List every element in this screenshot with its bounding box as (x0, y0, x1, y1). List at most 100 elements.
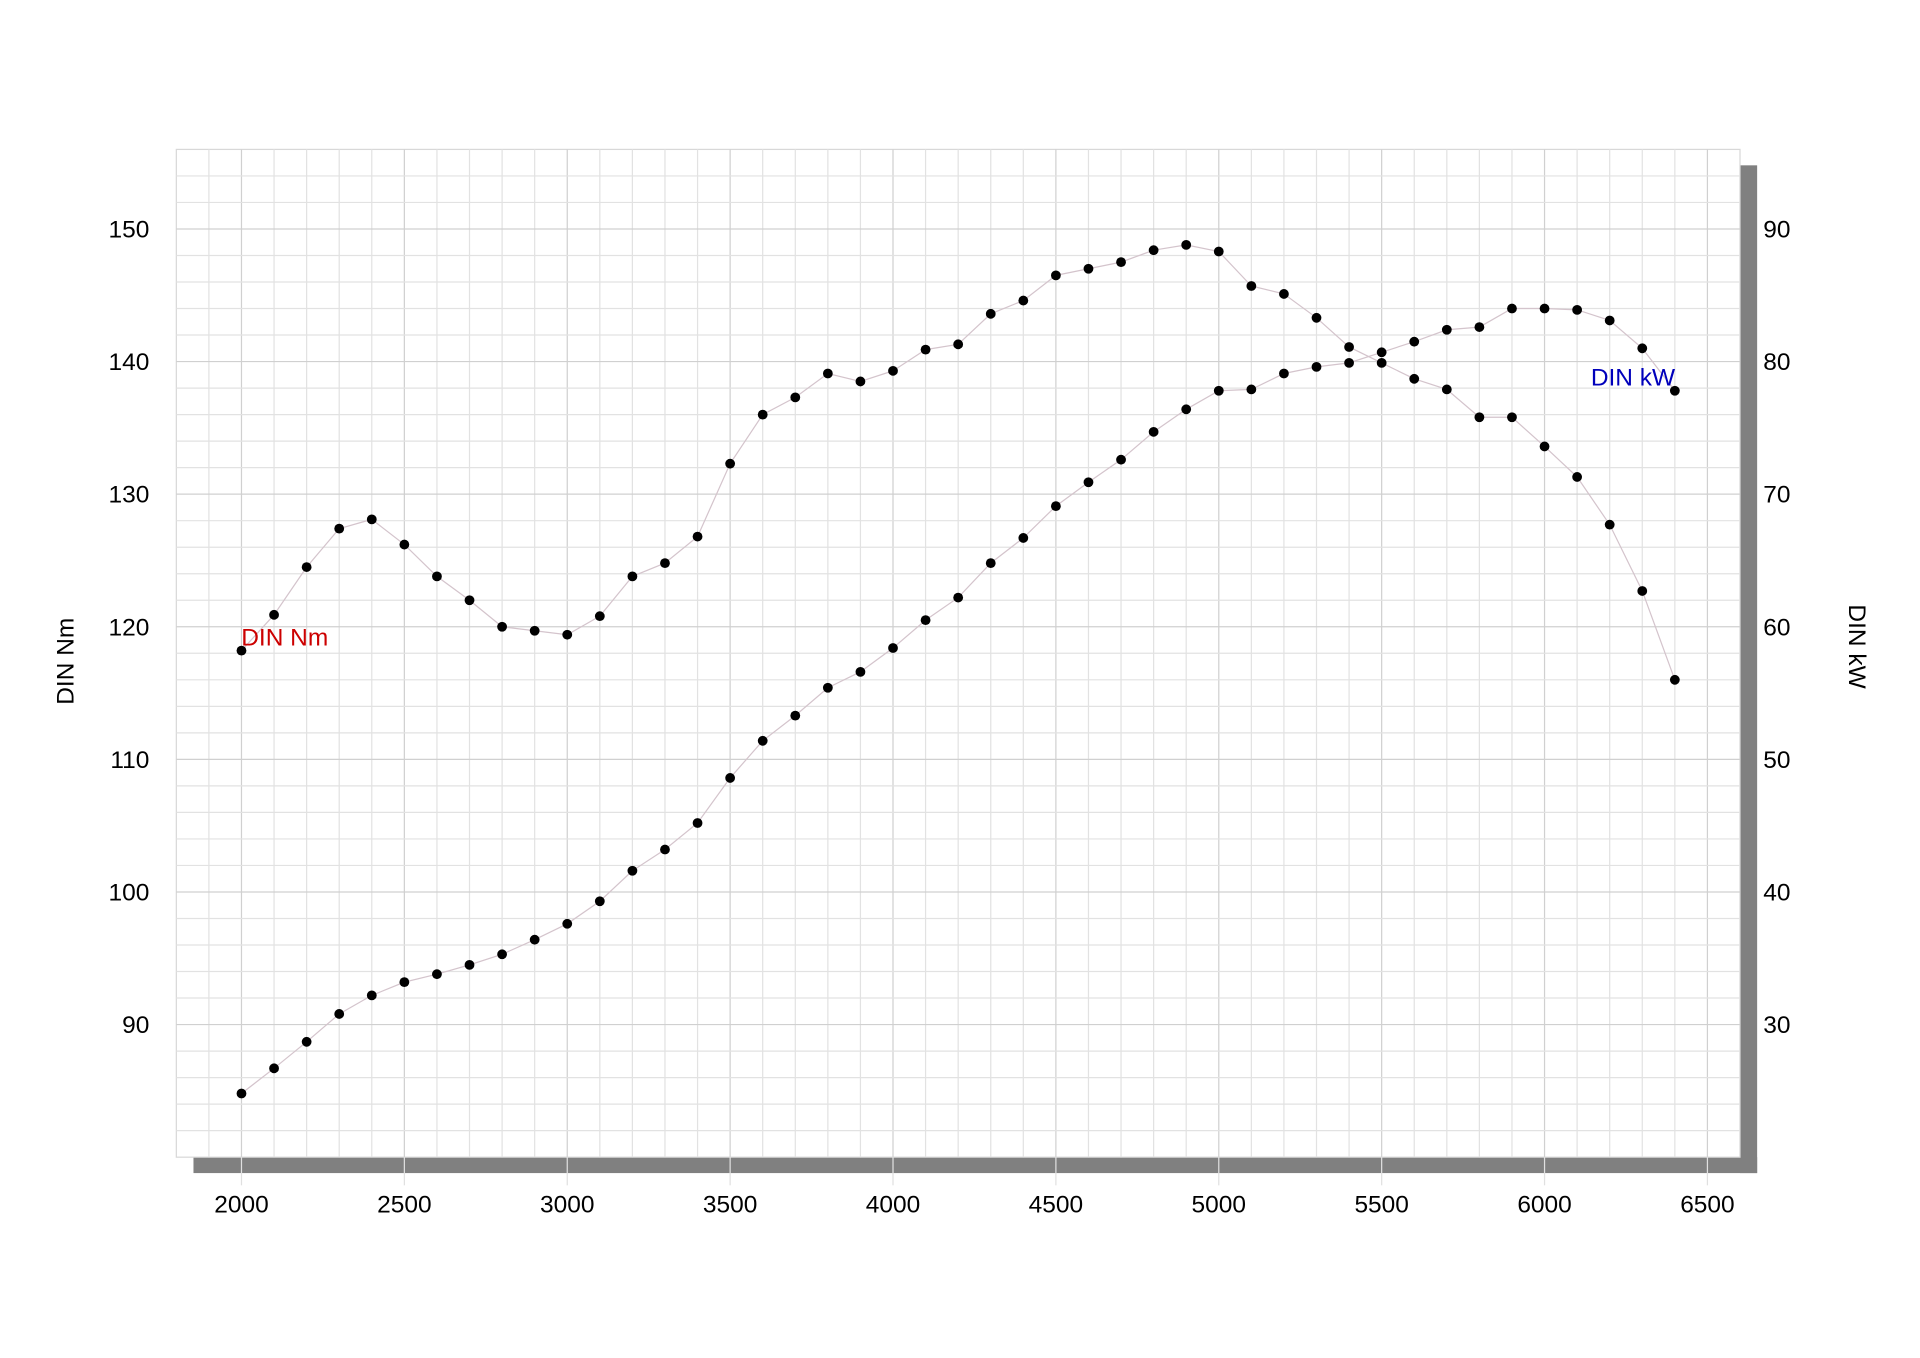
y-left-tick-label: 90 (122, 1012, 149, 1039)
data-point-nm (464, 595, 475, 606)
x-tick-label: 5500 (1354, 1191, 1408, 1218)
series-layer (236, 239, 1680, 1099)
data-point-kw (725, 773, 736, 783)
data-point-kw (1279, 368, 1289, 379)
data-point-nm (1116, 257, 1126, 268)
data-point-nm (1311, 312, 1322, 323)
data-point-kw (1018, 533, 1029, 543)
y-right-tick-label: 40 (1763, 880, 1790, 907)
data-point-nm (1083, 263, 1094, 274)
data-point-kw (660, 844, 670, 855)
data-point-nm (1441, 384, 1452, 395)
data-point-kw (888, 643, 898, 653)
data-point-kw (1148, 426, 1159, 437)
data-point-kw (953, 592, 964, 603)
data-point-nm (888, 365, 898, 376)
data-point-kw (790, 710, 801, 721)
data-point-kw (236, 1088, 247, 1099)
data-point-nm (627, 571, 638, 582)
data-point-kw (1539, 303, 1550, 314)
data-point-kw (1050, 501, 1061, 511)
data-point-nm (1637, 586, 1648, 596)
data-point-nm (366, 514, 377, 525)
data-point-nm (822, 368, 833, 379)
data-point-nm (1018, 295, 1029, 306)
data-point-nm (1474, 412, 1485, 423)
data-point-nm (1669, 674, 1680, 685)
data-point-nm (269, 609, 279, 620)
data-point-kw (1604, 315, 1615, 326)
data-point-kw (920, 615, 931, 626)
series-label-kw: DIN kW (1591, 365, 1676, 392)
data-point-nm (1181, 239, 1192, 250)
data-point-kw (855, 666, 866, 677)
x-tick-label: 4000 (866, 1191, 920, 1218)
y-right-tick-label: 30 (1763, 1012, 1790, 1039)
data-point-nm (1246, 281, 1257, 291)
y-axis-right: 30 40 50 60 70 80 90 (1763, 217, 1790, 1040)
data-point-kw (757, 735, 768, 746)
x-tick-label: 2500 (377, 1191, 431, 1218)
data-point-kw (594, 896, 605, 907)
data-point-kw (1344, 357, 1354, 368)
y-left-tick-label: 140 (109, 349, 150, 376)
data-point-kw (1507, 303, 1517, 314)
data-point-kw (1572, 304, 1583, 315)
plot-shadow-right (1740, 165, 1758, 1174)
data-point-nm (725, 458, 736, 469)
data-point-nm (790, 392, 801, 403)
data-point-nm (953, 339, 964, 350)
data-point-nm (660, 558, 670, 569)
y-right-tick-label: 60 (1763, 614, 1790, 641)
data-point-nm (1279, 289, 1289, 299)
grid (176, 149, 1740, 1158)
y-axis-left: 90 100 110 120 130 140 150 (109, 217, 150, 1040)
x-tick-label: 2000 (214, 1191, 268, 1218)
data-point-kw (301, 1036, 312, 1047)
data-point-nm (301, 562, 312, 572)
data-point-kw (1376, 347, 1387, 358)
data-point-nm (236, 645, 247, 656)
y-right-tick-label: 70 (1763, 482, 1790, 509)
data-point-kw (529, 934, 540, 945)
data-point-nm (1050, 270, 1061, 281)
x-tick-label: 6500 (1680, 1191, 1734, 1218)
data-point-nm (529, 625, 540, 636)
x-tick-label: 3500 (703, 1191, 757, 1218)
x-tick-label: 4500 (1029, 1191, 1083, 1218)
data-point-nm (432, 571, 442, 582)
y-axis-right-label: DIN kW (1843, 604, 1870, 689)
data-point-kw (1669, 385, 1680, 396)
data-point-kw (1441, 324, 1452, 335)
data-point-nm (334, 523, 345, 534)
data-point-kw (334, 1009, 345, 1019)
data-point-kw (822, 682, 833, 693)
y-left-tick-label: 130 (109, 482, 150, 509)
plot-shadow-bottom (193, 1157, 1758, 1174)
data-point-kw (464, 959, 475, 970)
y-left-tick-label: 100 (109, 880, 150, 907)
data-point-kw (497, 949, 507, 960)
data-point-kw (1213, 385, 1224, 396)
data-point-kw (627, 865, 638, 876)
data-point-nm (1572, 472, 1583, 482)
data-point-kw (1311, 361, 1322, 372)
data-point-kw (1246, 384, 1257, 395)
data-point-kw (1409, 336, 1420, 347)
data-point-nm (594, 611, 605, 622)
data-point-nm (562, 629, 573, 640)
data-point-kw (399, 977, 410, 988)
data-point-kw (269, 1063, 279, 1074)
data-point-kw (1116, 454, 1126, 465)
data-point-nm (985, 308, 996, 319)
data-point-nm (1344, 342, 1354, 352)
data-point-kw (692, 818, 703, 828)
data-point-kw (985, 558, 996, 569)
data-point-nm (855, 376, 866, 387)
data-point-nm (1507, 412, 1517, 423)
y-left-tick-label: 110 (110, 747, 149, 774)
data-point-kw (1637, 343, 1648, 354)
y-right-tick-label: 90 (1763, 217, 1790, 244)
y-axis-left-label: DIN Nm (52, 618, 79, 705)
data-point-nm (399, 539, 410, 550)
